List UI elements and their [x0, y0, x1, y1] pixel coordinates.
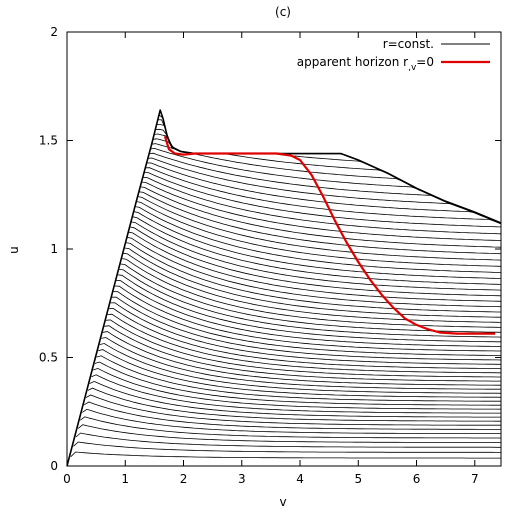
contour-line: [113, 291, 501, 356]
legend-label-horizon-suffix: =0: [416, 55, 434, 69]
contour-line: [146, 162, 502, 225]
x-tick-label: 3: [238, 472, 246, 486]
axis-ticks: 0 1 2 3 4 5 6 7 0 0.5 1 1.5 2: [39, 25, 501, 486]
legend: r=const. apparent horizon r,v=0: [297, 37, 490, 73]
contour-line: [114, 285, 501, 352]
contour-line: [96, 355, 501, 402]
contour-line: [140, 186, 502, 248]
contour-line: [127, 237, 502, 308]
contour-line: [143, 176, 502, 235]
contour-line: [154, 133, 502, 224]
contour-line: [137, 196, 502, 261]
contour-line: [149, 152, 502, 225]
contour-line: [89, 380, 501, 418]
legend-label-horizon: apparent horizon r,v=0: [297, 55, 434, 73]
contour-line: [106, 319, 501, 378]
contour-line: [128, 231, 502, 302]
contour-line: [73, 441, 501, 453]
contour-line: [102, 331, 501, 386]
apparent-horizon-line: [163, 135, 496, 335]
contour-line: [82, 408, 501, 435]
contour-line: [109, 308, 501, 370]
contour-line: [151, 143, 502, 224]
contour-line: [93, 367, 502, 410]
legend-label-rconst: r=const.: [383, 37, 434, 51]
contour-line: [144, 172, 502, 228]
x-tick-label: 6: [413, 472, 421, 486]
contour-line: [110, 302, 501, 365]
contour-line: [123, 252, 502, 323]
contour-line: [91, 374, 501, 414]
legend-label-horizon-sub: ,v: [408, 63, 417, 73]
contour-line: [150, 147, 502, 224]
contour-line: [145, 167, 502, 225]
x-tick-label: 7: [471, 472, 479, 486]
contour-line: [139, 191, 502, 255]
contour-line: [75, 432, 501, 448]
contour-family: [70, 114, 502, 459]
contour-line: [124, 247, 501, 318]
contour-line: [87, 387, 501, 422]
contour-line: [141, 181, 502, 241]
contour-line: [116, 280, 502, 347]
x-tick-label: 4: [296, 472, 304, 486]
y-tick-label: 1.5: [39, 134, 58, 148]
contour-line: [104, 325, 501, 382]
contour-line: [126, 242, 501, 313]
contour-line: [107, 313, 501, 374]
y-tick-label: 2: [50, 25, 58, 39]
contour-line: [79, 416, 501, 439]
contour-line: [131, 221, 502, 291]
contour-line: [98, 349, 502, 398]
x-tick-label: 5: [354, 472, 362, 486]
x-tick-label: 1: [121, 472, 129, 486]
contour-line: [99, 343, 502, 394]
contour-line: [120, 263, 502, 333]
contour-line: [158, 114, 502, 224]
contour-line: [130, 226, 502, 297]
series-layer: [66, 109, 502, 467]
x-axis-label: v: [279, 495, 286, 509]
contour-line: [83, 401, 501, 430]
chart-title: (c): [275, 5, 291, 19]
contour-line: [135, 206, 502, 273]
y-tick-label: 0: [50, 459, 58, 473]
y-tick-label: 0.5: [39, 351, 58, 365]
contour-line: [85, 394, 501, 426]
contour-line: [119, 269, 502, 338]
contour-line: [117, 274, 501, 343]
contour-line: [132, 216, 502, 285]
contour-line: [70, 451, 501, 459]
contour-line: [136, 201, 502, 267]
contour-line: [121, 258, 502, 328]
contour-line: [134, 211, 502, 279]
y-tick-label: 1: [50, 242, 58, 256]
contour-line: [148, 157, 502, 225]
x-tick-label: 2: [180, 472, 188, 486]
y-axis-label: u: [7, 246, 21, 254]
contour-line: [94, 361, 501, 406]
x-tick-label: 0: [63, 472, 71, 486]
contour-line: [101, 337, 501, 390]
legend-label-horizon-main: apparent horizon r: [297, 55, 408, 69]
contour-line: [77, 424, 501, 443]
contour-line: [112, 296, 502, 361]
